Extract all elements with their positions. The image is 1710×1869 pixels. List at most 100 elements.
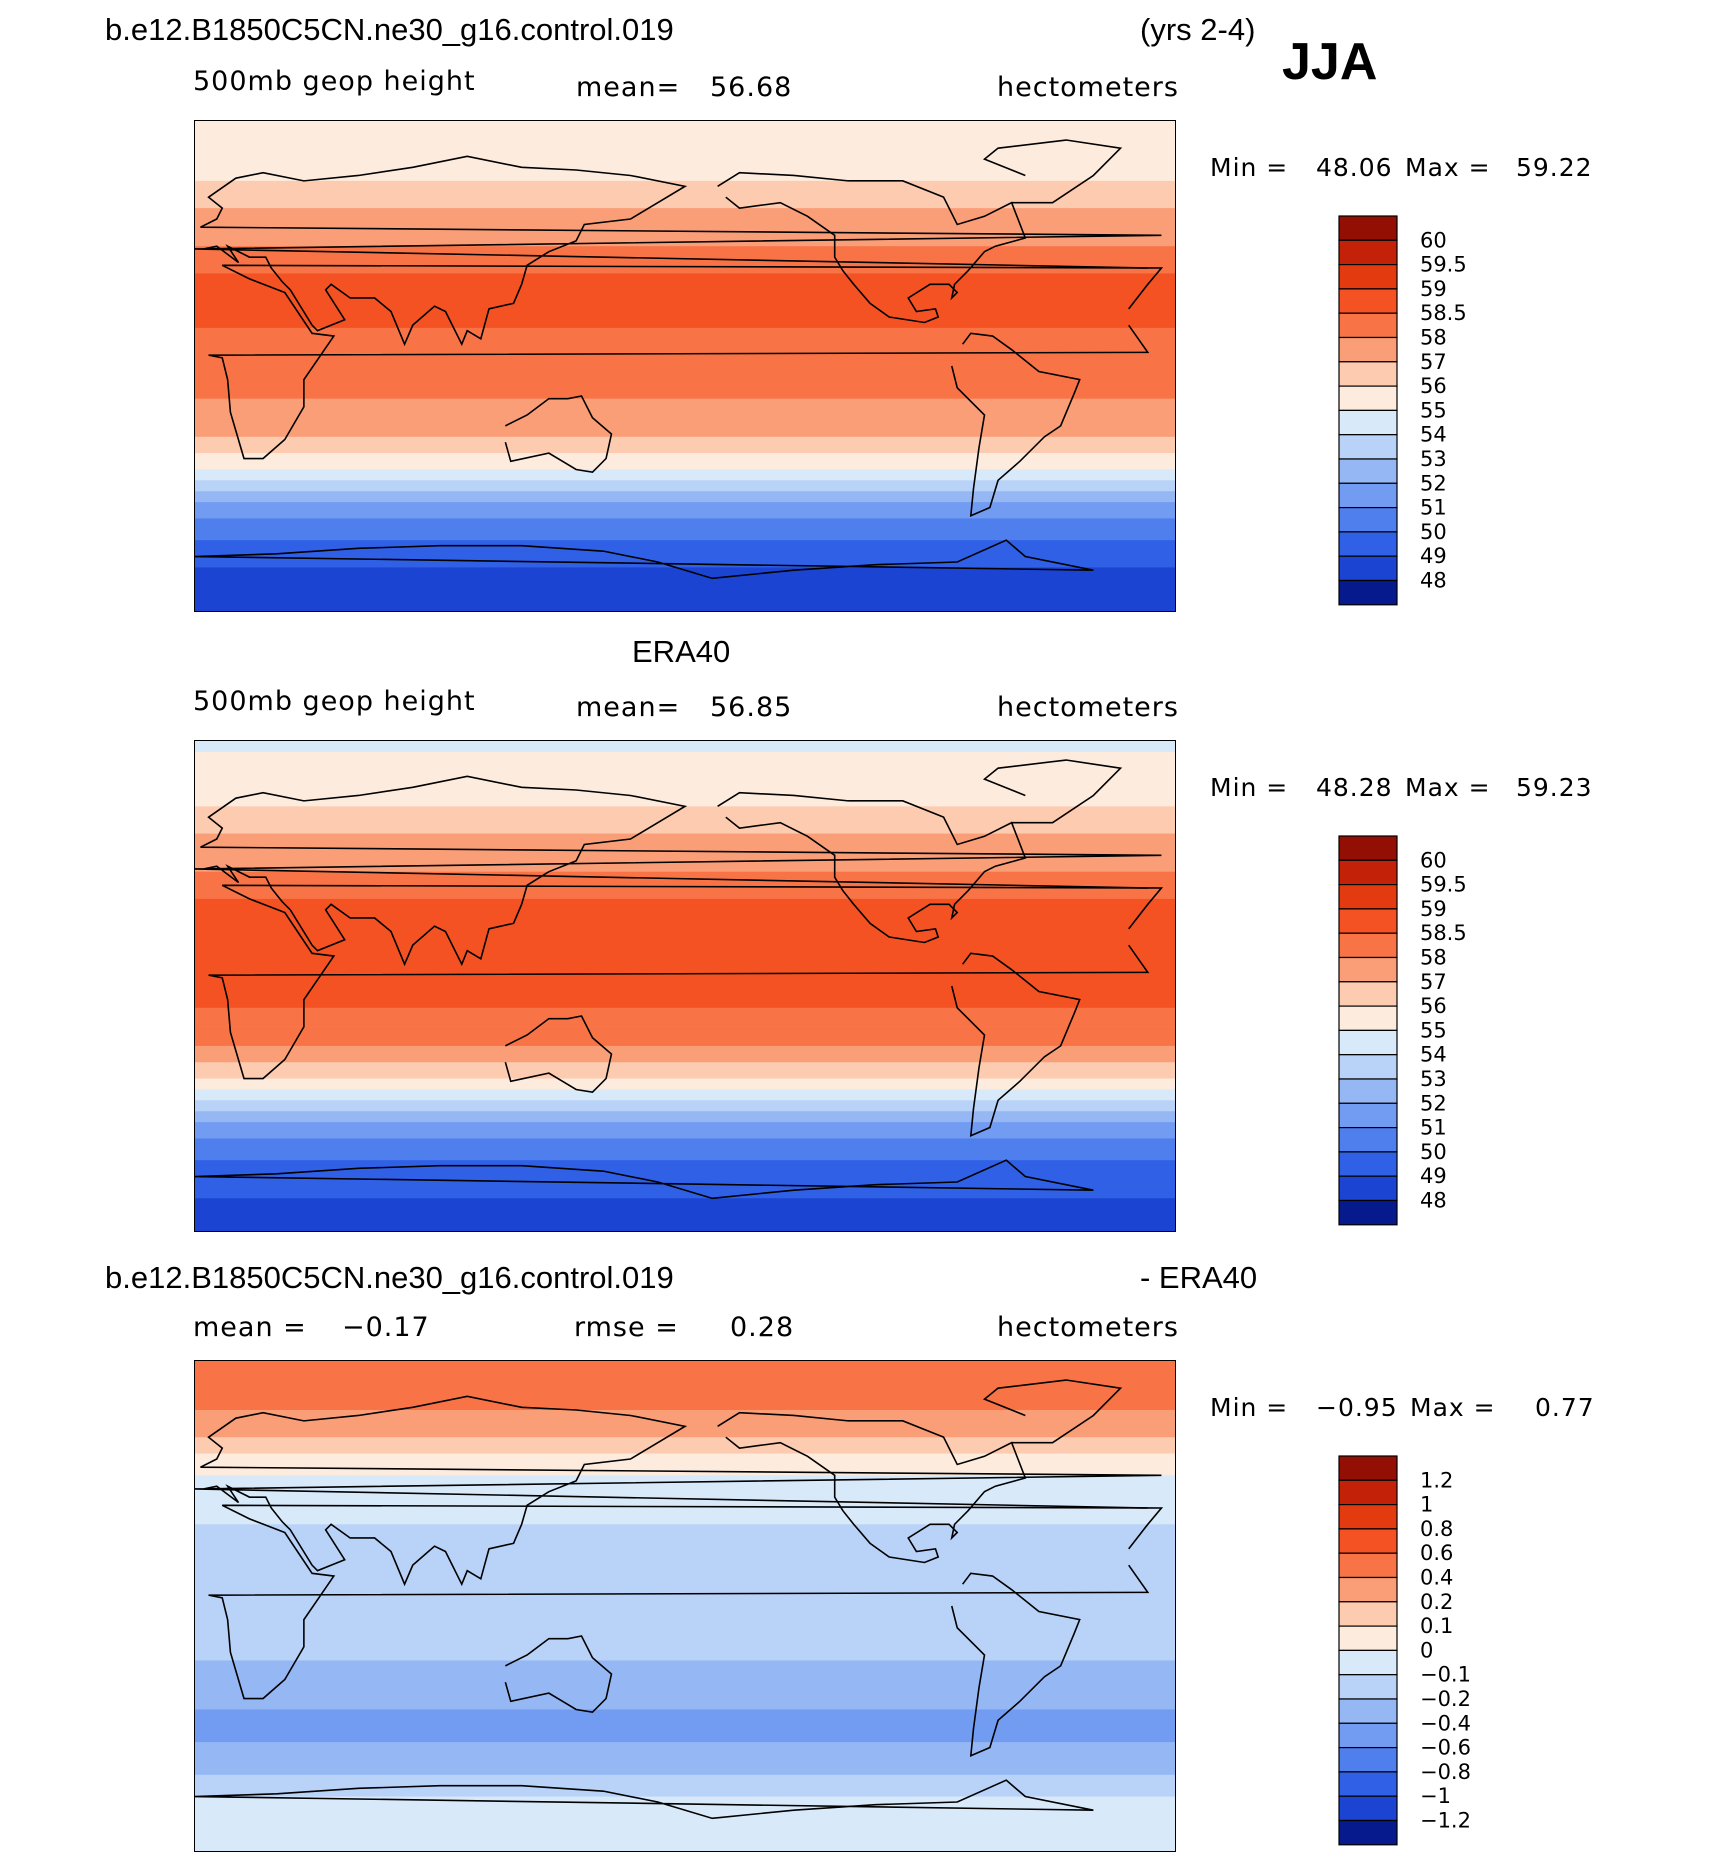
coastline [950,1572,1081,1757]
contour-band [195,844,1175,851]
contour-band [195,480,1175,487]
contour-band [195,1753,1175,1760]
contour-band [195,1160,1175,1167]
contour-band [195,317,1175,324]
panel2-units: hectometers [997,692,1179,723]
colorbar-swatch [1338,1479,1398,1506]
contour-band [195,1024,1175,1031]
contour-band [195,1382,1175,1389]
panel2-variable: 500mb geop height [193,686,476,717]
contour-band [195,447,1175,454]
contour-band [195,458,1175,465]
contour-band [195,855,1175,862]
coastline [504,1635,613,1714]
contour-band [195,975,1175,982]
contour-band [195,1371,1175,1378]
coastline [195,1159,1094,1200]
coastline [950,952,1081,1137]
contour-band [195,768,1175,775]
contour-band [195,1399,1175,1406]
colorbar-swatch [1338,409,1398,436]
coastline [208,884,1164,1080]
contour-band [195,240,1175,247]
contour-band [195,822,1175,829]
colorbar-tick-label: −1 [1420,1784,1451,1808]
colorbar-swatch [1338,1649,1398,1676]
colorbar-swatch [1338,1746,1398,1773]
colorbar-swatch [1338,312,1398,339]
contour-band [195,1442,1175,1449]
colorbar-swatch [1338,1503,1398,1530]
coastline [982,1379,1123,1444]
contour-band [195,1410,1175,1417]
colorbar-swatch [1338,1771,1398,1797]
colorbar-swatch [1338,883,1398,910]
colorbar-swatch [1338,263,1398,290]
contour-band [195,284,1175,291]
contour-band [195,1105,1175,1112]
contour-band [195,545,1175,552]
contour-band [195,1094,1175,1101]
contour-band [195,746,1175,753]
contour-band [195,398,1175,405]
contour-band [195,1736,1175,1743]
contour-band [195,1513,1175,1520]
panel2-map [194,740,1176,1232]
colorbar-tick-label: 50 [1420,1140,1447,1164]
contour-band [195,474,1175,481]
contour-band [195,1562,1175,1569]
contour-band [195,1002,1175,1009]
contour-band [195,958,1175,965]
coastline [982,139,1123,204]
contour-band [195,366,1175,373]
contour-band [195,1459,1175,1466]
contour-band [195,986,1175,993]
contour-band [195,589,1175,596]
panel1-colorbar: 60 59.5 59 58.5 58 57 56 55 54 53 52 51 50 49 48 [1338,215,1506,606]
contour-band [195,131,1175,138]
contour-band [195,273,1175,280]
panel2-colorbar: 60 59.5 59 58.5 58 57 56 55 54 53 52 51 50 49 48 [1338,835,1506,1226]
coastline [717,791,1027,944]
contour-band [195,1078,1175,1085]
colorbar-tick-label: 58 [1420,945,1447,969]
contour-band [195,540,1175,547]
contour-band [195,534,1175,541]
contour-band [195,795,1175,802]
panel2-mean-label: mean= [576,692,681,723]
coastline [717,171,1027,324]
colorbar-tick-label: 0.1 [1420,1614,1453,1638]
colorbar-tick-label: 57 [1420,350,1447,374]
coastline [950,332,1081,517]
colorbar-svg: 1.210.80.60.40.20.10−0.1−0.2−0.4−0.6−0.8… [1338,1455,1471,1846]
contour-band [195,800,1175,807]
contour-band [195,137,1175,144]
contour-band [195,1785,1175,1792]
contour-band [195,1100,1175,1107]
colorbar-swatch [1338,835,1398,861]
contour-band [195,404,1175,411]
contour-band [195,1780,1175,1787]
contour-band [195,1453,1175,1460]
contour-band [195,387,1175,394]
panel2-min-label: Min = [1210,773,1289,802]
contour-band [195,360,1175,367]
contour-band [195,1584,1175,1591]
contour-band [195,888,1175,895]
colorbar-swatch [1338,336,1398,363]
contour-band [195,980,1175,987]
contour-band [195,1176,1175,1183]
colorbar-swatch [1338,981,1398,1007]
contour-band [195,262,1175,269]
contour-band [195,1018,1175,1025]
contour-band [195,1431,1175,1438]
contour-band [195,1361,1175,1368]
contour-band [195,1840,1175,1847]
colorbar-tick-label: −1.2 [1420,1808,1471,1832]
season-label: JJA [1282,33,1378,91]
contour-band [195,1149,1175,1156]
contour-band [195,1622,1175,1629]
case-title: b.e12.B1850C5CN.ne30_g16.control.019 [105,12,674,47]
contour-band [195,1687,1175,1694]
contour-band [195,1595,1175,1602]
